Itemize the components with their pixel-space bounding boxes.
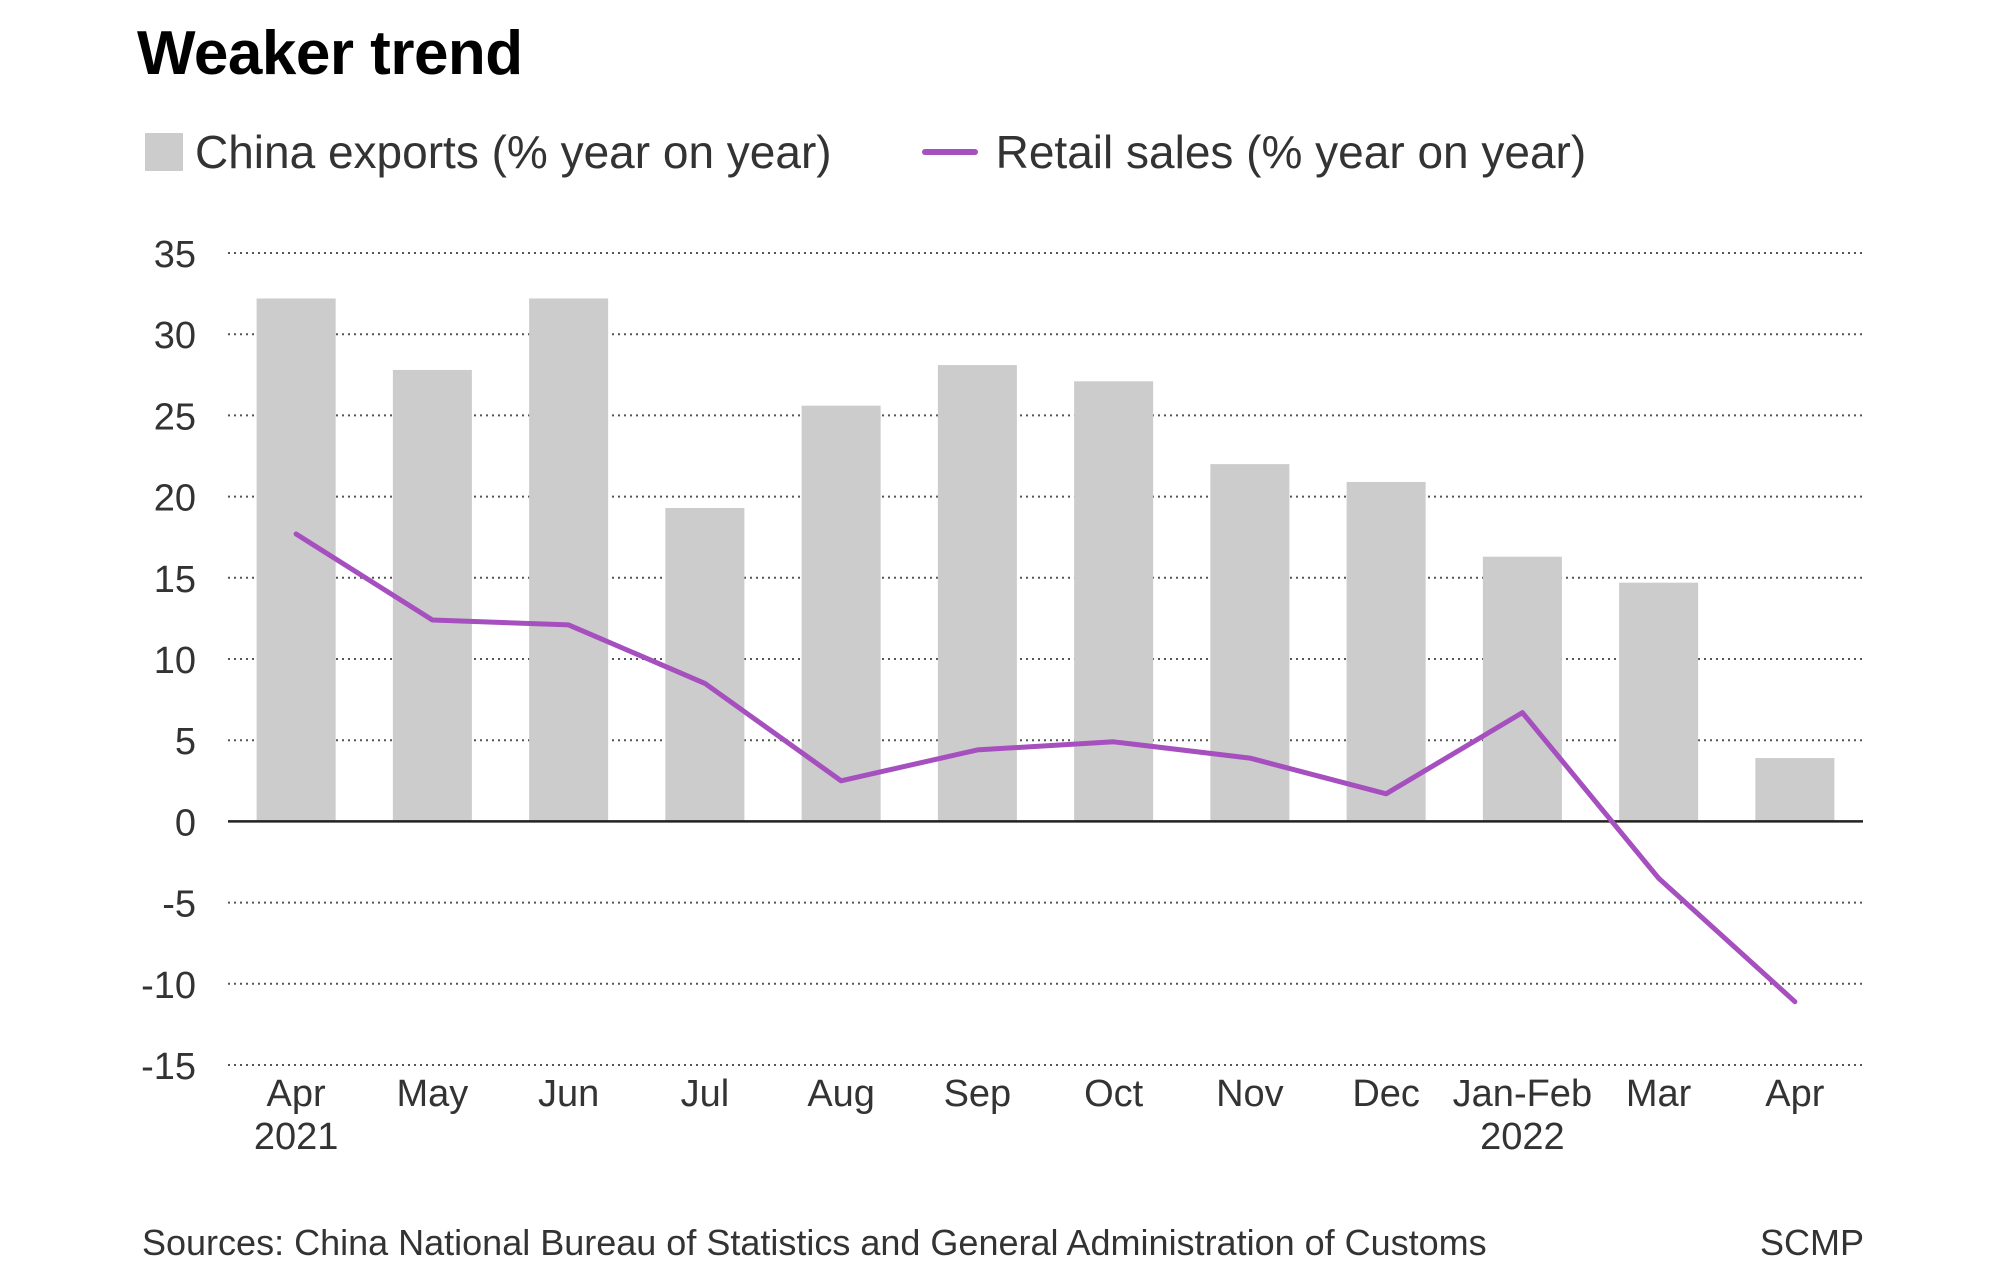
legend-item-exports: China exports (% year on year) <box>145 125 832 179</box>
legend-label-retail: Retail sales (% year on year) <box>995 126 1587 178</box>
x-tick-label: Oct <box>1084 1073 1144 1115</box>
brand-label: SCMP <box>1759 1222 1864 1263</box>
y-tick-label: 25 <box>154 396 196 438</box>
y-tick-label: 0 <box>175 802 196 844</box>
x-tick-label: Sep <box>944 1073 1012 1115</box>
retail-sales-line <box>293 531 1798 1005</box>
y-tick-label: 20 <box>154 478 196 520</box>
legend-label-exports: China exports (% year on year) <box>195 126 832 178</box>
legend-swatch-retail <box>921 149 978 155</box>
bar-exports <box>1210 464 1290 822</box>
bar-exports <box>256 298 336 822</box>
x-tick-label: Mar <box>1626 1073 1692 1115</box>
x-tick-label: Dec <box>1352 1073 1420 1115</box>
legend: China exports (% year on year) Retail sa… <box>145 122 1586 182</box>
y-tick-label: -15 <box>141 1046 196 1088</box>
bar-exports <box>665 507 745 822</box>
x-tick-label: Nov <box>1216 1073 1284 1115</box>
bar-exports <box>529 298 609 822</box>
grid-layer <box>228 252 1863 1066</box>
x-tick-label: Apr <box>1765 1073 1824 1115</box>
y-tick-label: 35 <box>154 234 196 276</box>
bar-exports <box>1755 758 1835 822</box>
bar-layer <box>256 298 1835 822</box>
bar-exports <box>937 365 1017 822</box>
y-tick-label: 10 <box>154 640 196 682</box>
bar-exports <box>1619 582 1699 822</box>
x-tick-label: Jun <box>538 1073 599 1115</box>
source-note: Sources: China National Bureau of Statis… <box>142 1222 1487 1263</box>
x-tick-label: May <box>396 1073 468 1115</box>
x-tick-label: Jan-Feb <box>1453 1073 1592 1115</box>
y-tick-label: 5 <box>175 721 196 763</box>
y-tick-label: -10 <box>141 965 196 1007</box>
x-tick-year-label: 2021 <box>254 1116 339 1158</box>
bar-exports <box>1074 381 1154 822</box>
y-tick-label: 15 <box>154 559 196 601</box>
x-tick-label: Aug <box>807 1073 875 1115</box>
chart-title: Weaker trend <box>137 19 523 88</box>
x-tick-label: Apr <box>267 1073 326 1115</box>
x-tick-label: Jul <box>681 1073 730 1115</box>
bar-exports <box>1346 481 1426 822</box>
legend-swatch-exports <box>145 133 183 171</box>
line-layer <box>293 531 1798 1005</box>
bar-exports <box>801 405 881 822</box>
bar-exports <box>1482 556 1562 822</box>
y-tick-label: 30 <box>154 315 196 357</box>
x-tick-year-label: 2022 <box>1480 1116 1565 1158</box>
legend-item-retail: Retail sales (% year on year) <box>921 125 1587 179</box>
bar-exports <box>392 369 472 822</box>
y-tick-labels: 35 30 25 20 15 10 5 0 -5 -10 -15 <box>141 234 196 1088</box>
y-tick-label: -5 <box>162 884 196 926</box>
